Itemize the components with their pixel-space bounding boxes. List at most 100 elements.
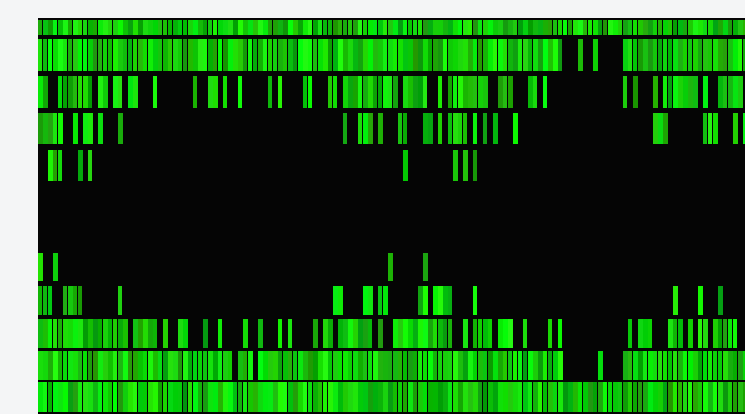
eq-bar <box>388 39 393 71</box>
eq-bar <box>558 351 563 380</box>
eq-bar <box>413 319 418 348</box>
eq-bar <box>303 382 307 412</box>
eq-bar <box>483 351 487 380</box>
eq-bar <box>383 286 388 315</box>
eq-bar <box>348 39 353 71</box>
eq-bar <box>48 39 52 71</box>
eq-bar <box>293 382 298 412</box>
eq-bar <box>418 351 422 380</box>
eq-bar <box>743 39 745 71</box>
eq-bar <box>553 20 557 35</box>
eq-bar <box>578 20 583 35</box>
eq-bar <box>543 39 548 71</box>
eq-bar <box>558 20 562 35</box>
eq-bar <box>473 351 477 380</box>
eq-bar <box>123 382 128 412</box>
eq-bar <box>438 286 443 315</box>
eq-bar <box>133 76 138 108</box>
eq-bar <box>553 382 557 412</box>
eq-bar <box>128 382 133 412</box>
eq-bar <box>733 113 738 144</box>
eq-bar <box>333 76 337 108</box>
eq-bar <box>43 20 48 35</box>
eq-bar <box>43 76 48 108</box>
eq-bar <box>118 113 123 144</box>
eq-bar <box>273 382 278 412</box>
eq-bar <box>353 351 358 380</box>
eq-bar <box>643 20 648 35</box>
eq-bar <box>78 319 83 348</box>
eq-bar <box>213 382 218 412</box>
eq-bar <box>683 20 687 35</box>
eq-bar <box>498 351 503 380</box>
eq-bar <box>258 319 263 348</box>
eq-bar <box>113 39 118 71</box>
eq-bar <box>348 351 352 380</box>
eq-bar <box>68 39 72 71</box>
eq-bar <box>318 382 322 412</box>
eq-bar <box>513 351 517 380</box>
eq-bar <box>153 319 157 348</box>
eq-bar <box>88 319 93 348</box>
eq-bar <box>478 319 482 348</box>
eq-bar <box>348 76 353 108</box>
eq-bar <box>288 20 293 35</box>
eq-bar <box>63 39 67 71</box>
eq-bar <box>423 20 428 35</box>
eq-bar <box>258 351 263 380</box>
eq-bar <box>358 113 362 144</box>
eq-bar <box>423 113 428 144</box>
eq-bar <box>698 39 702 71</box>
eq-bar <box>613 20 618 35</box>
eq-bar <box>68 382 73 412</box>
eq-bar <box>733 39 738 71</box>
eq-bar <box>463 382 468 412</box>
eq-bar <box>228 39 233 71</box>
eq-bar <box>403 39 408 71</box>
eq-bar <box>423 39 428 71</box>
eq-bar <box>508 319 513 348</box>
eq-bar <box>443 286 448 315</box>
eq-bar <box>398 351 402 380</box>
eq-bar <box>408 382 413 412</box>
eq-bar <box>163 382 167 412</box>
eq-bar <box>243 20 248 35</box>
eq-bar <box>293 20 298 35</box>
eq-bar <box>703 39 708 71</box>
eq-bar <box>138 382 143 412</box>
eq-bar <box>148 319 153 348</box>
eq-bar <box>353 319 358 348</box>
eq-bar <box>108 351 113 380</box>
eq-bar <box>683 382 687 412</box>
eq-bar <box>658 113 663 144</box>
eq-bar <box>183 351 188 380</box>
eq-bar <box>238 351 243 380</box>
eq-bar <box>363 39 368 71</box>
eq-bar <box>168 351 173 380</box>
eq-bar <box>688 20 693 35</box>
eq-bar <box>198 20 203 35</box>
eq-bar <box>193 382 198 412</box>
eq-bar <box>238 39 243 71</box>
eq-bar <box>463 150 468 181</box>
eq-bar <box>388 20 393 35</box>
eq-bar <box>278 20 283 35</box>
eq-bar <box>523 39 528 71</box>
eq-bar <box>628 20 632 35</box>
eq-bar <box>278 39 283 71</box>
eq-bar <box>733 351 737 380</box>
eq-bar <box>258 382 263 412</box>
eq-bar <box>153 20 158 35</box>
eq-bar <box>48 113 53 144</box>
eq-bar <box>73 113 78 144</box>
eq-bar <box>38 319 43 348</box>
eq-bar <box>693 382 698 412</box>
eq-bar <box>428 382 433 412</box>
eq-bar <box>728 351 733 380</box>
eq-bar <box>623 351 628 380</box>
eq-bar <box>638 351 643 380</box>
eq-bar <box>123 39 127 71</box>
eq-bar <box>48 286 52 315</box>
eq-bar <box>523 382 528 412</box>
eq-bar <box>508 382 513 412</box>
